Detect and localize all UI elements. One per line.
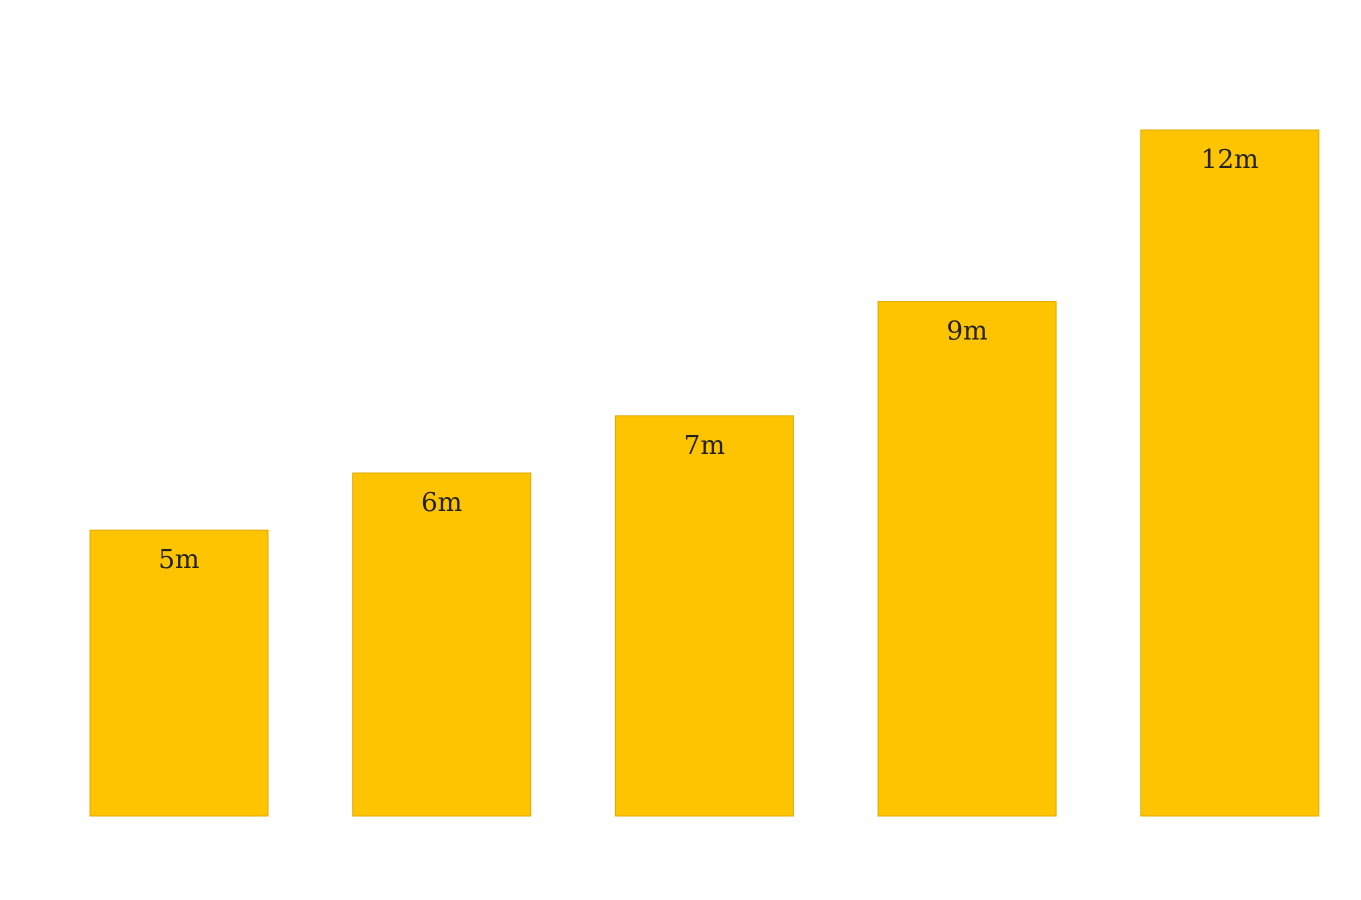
- bars-group: [89, 129, 1320, 817]
- bar-2: [352, 472, 532, 817]
- bar-4: [877, 301, 1057, 817]
- bar-5: [1140, 129, 1320, 817]
- bar-value-label-5: 12m: [1201, 145, 1259, 175]
- bar-value-label-4: 9m: [946, 317, 987, 347]
- bar-value-label-3: 7m: [684, 431, 725, 461]
- bar-1: [89, 529, 269, 817]
- bar-value-label-2: 6m: [421, 488, 462, 518]
- bar-value-label-1: 5m: [158, 545, 199, 575]
- data-labels-group: 5m 6m 7m 9m 12m: [158, 145, 1258, 575]
- bar-3: [614, 415, 794, 817]
